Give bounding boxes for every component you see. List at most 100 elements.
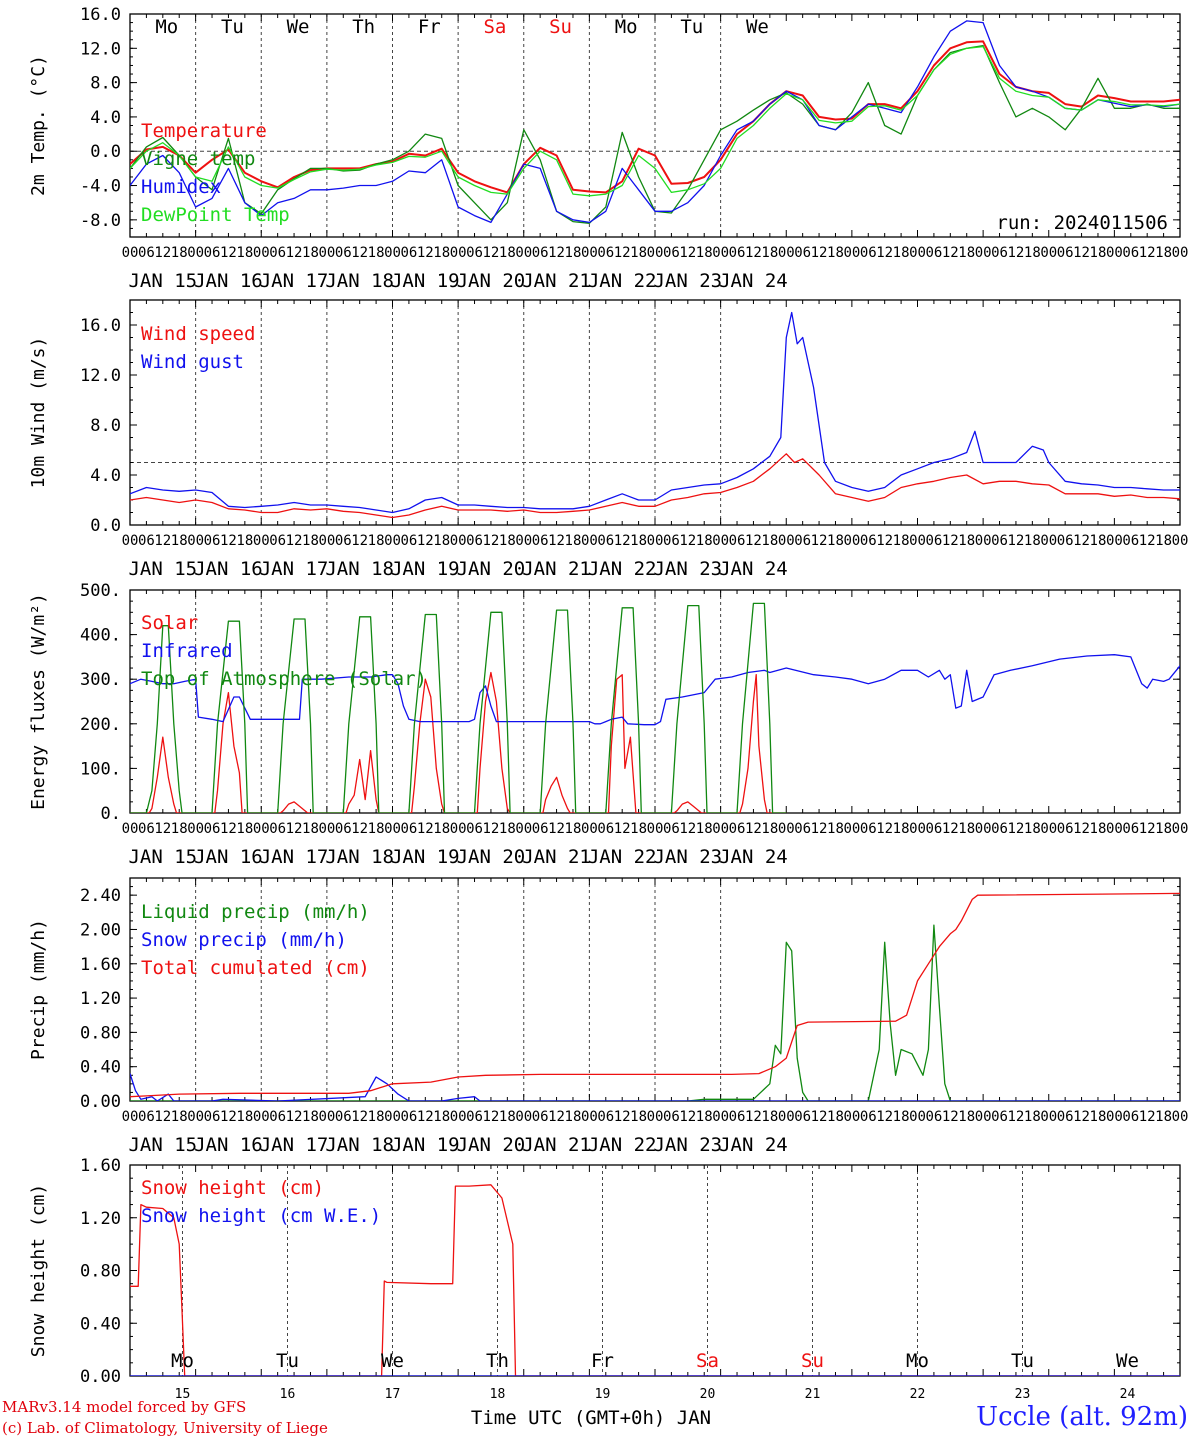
x-hour-label: 06 [794,1109,811,1125]
legend-item: Snow precip (mm/h) [141,929,347,951]
x-hour-label: 00 [384,245,401,261]
station-label: Uccle (alt. 92m) [976,1402,1188,1432]
x-day-number: 21 [805,1387,821,1402]
x-hour-label: 18 [433,1109,450,1125]
x-hour-label: 06 [400,533,417,549]
x-hour-label: 12 [811,1109,828,1125]
x-hour-label: 12 [1073,245,1090,261]
x-hour-label: 12 [679,533,696,549]
x-hour-label: 06 [269,821,286,837]
x-hour-label: 06 [204,245,221,261]
series-group [130,20,1180,224]
x-hour-label: 18 [958,533,975,549]
y-tick-label: 200. [80,715,121,735]
x-hour-label: 12 [876,533,893,549]
x-hour-label: 18 [630,1109,647,1125]
x-hour-label: 12 [483,1109,500,1125]
x-hour-label: 12 [942,821,959,837]
x-hour-label: 06 [269,1109,286,1125]
x-hour-label: 18 [302,821,319,837]
x-date-label: JAN 20 [457,846,526,868]
x-hour-label: 12 [286,821,303,837]
legend-item: Vigne temp [141,148,255,170]
y-tick-label: 1.60 [80,955,121,975]
x-hour-label: 18 [761,533,778,549]
x-hour-label: 00 [1040,533,1057,549]
x-hour-label: 12 [1073,821,1090,837]
x-axis-title: Time UTC (GMT+0h) JAN [471,1407,711,1429]
x-hour-label: 18 [565,1109,582,1125]
x-hour-label: 00 [318,821,335,837]
x-hour-label: 00 [975,245,992,261]
x-hour-label: 00 [1106,1109,1123,1125]
y-tick-label: 16.0 [80,5,121,25]
x-hour-label: 12 [942,533,959,549]
panel-4: 2.40 2.00 1.60 1.20 0.80 0.40 0.00 Precip (mm/h… [28,877,1188,1156]
x-hour-label: 06 [597,245,614,261]
x-hour-label: 12 [1073,1109,1090,1125]
panel-1: 16.0 12.0 8.0 4.0 0.0 -4.0 -8.0 2m Temp. (°C) Te… [28,5,1188,292]
weekday-label: We [746,16,769,38]
x-date-label: JAN 15 [128,846,197,868]
x-hour-label: 12 [614,245,631,261]
legend-item: Total cumulated (cm) [141,957,370,979]
x-hour-label: 00 [712,245,729,261]
x-hour-label: 18 [171,821,188,837]
x-hour-label: 18 [499,245,516,261]
x-hour-label: 12 [548,245,565,261]
x-hour-label: 18 [433,245,450,261]
x-hour-label: 06 [794,245,811,261]
legend-item: Solar [141,612,198,634]
series-line-infrared [130,654,1180,726]
x-date-label: JAN 19 [391,270,460,292]
x-date-label: JAN 22 [588,846,657,868]
x-hour-label: 00 [1040,1109,1057,1125]
y-tick-label: 4.0 [90,108,121,128]
x-hour-label: 12 [679,245,696,261]
x-hour-label: 06 [794,821,811,837]
x-hour-label: 12 [154,821,171,837]
x-hour-label: 18 [236,821,253,837]
legend-item: Snow height (cm) [141,1177,324,1199]
weekday-label: Sa [483,16,506,38]
x-hour-label: 00 [1106,245,1123,261]
x-hour-label: 06 [663,533,680,549]
weekday-label: Fr [418,16,441,38]
plot-frame [129,299,1181,526]
weekday-label: Mo [615,16,638,38]
series-line-snow-precip-mm-h- [130,1073,1180,1101]
x-hour-label: 00 [647,821,664,837]
x-hour-label: 12 [1139,821,1156,837]
series-line-top-of-atmosphere-solar- [130,602,787,813]
x-hour-label: 06 [400,245,417,261]
x-hour-label: 06 [1122,245,1139,261]
y-tick-label: 0.00 [80,1092,121,1112]
x-hour-label: 12 [811,821,828,837]
x-hour-label: 06 [1057,533,1074,549]
x-hour-label: 00 [712,821,729,837]
x-hour-label: 06 [1122,1109,1139,1125]
x-hour-label: 18 [236,533,253,549]
x-date-label: JAN 17 [260,270,329,292]
x-hour-label: 06 [663,245,680,261]
x-hour-label: 00 [1106,821,1123,837]
x-hour-label: 18 [1155,533,1172,549]
x-hour-label: 18 [696,1109,713,1125]
x-hour-label: 00 [909,1109,926,1125]
x-date-label: JAN 19 [391,846,460,868]
x-date-label: JAN 16 [194,558,263,580]
x-hour-label: 00 [187,533,204,549]
legend-item: DewPoint Temp [141,204,290,226]
y-tick-label: 1.60 [80,1156,121,1176]
x-date-label: JAN 23 [653,1134,722,1156]
y-axis-title: Precip (mm/h) [28,919,49,1060]
x-hour-label: 12 [614,533,631,549]
x-hour-label: 18 [368,1109,385,1125]
x-hour-label: 12 [351,245,368,261]
y-tick-label: 8.0 [90,416,121,436]
x-hour-label: 12 [483,245,500,261]
series-line-total-cumulated-cm- [130,892,1180,1098]
x-hour-label: 00 [187,245,204,261]
x-day-number: 23 [1015,1387,1031,1402]
